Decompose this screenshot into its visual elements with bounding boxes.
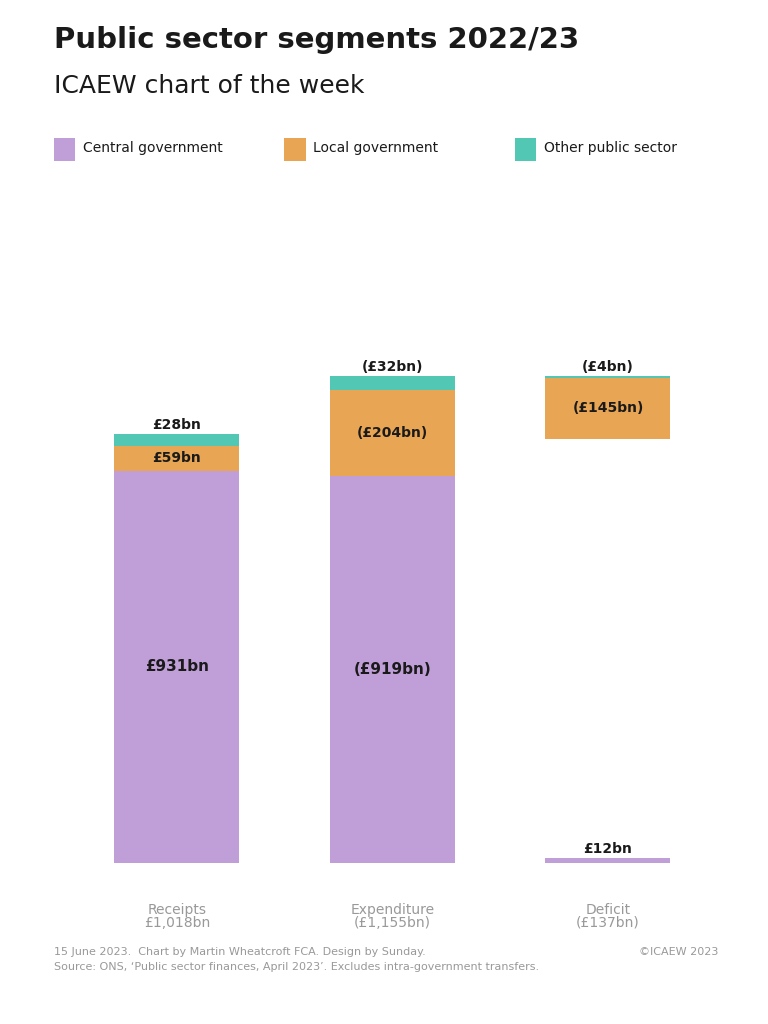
Text: Deficit: Deficit bbox=[585, 903, 631, 918]
Bar bbox=[545, 376, 670, 378]
Bar bbox=[545, 858, 670, 863]
Text: (£145bn): (£145bn) bbox=[572, 401, 644, 416]
Text: (£4bn): (£4bn) bbox=[582, 359, 634, 374]
Text: £28bn: £28bn bbox=[153, 418, 201, 432]
Text: Receipts: Receipts bbox=[147, 903, 207, 918]
Text: Local government: Local government bbox=[313, 141, 439, 156]
Text: Central government: Central government bbox=[83, 141, 223, 156]
Text: ©ICAEW 2023: ©ICAEW 2023 bbox=[639, 947, 718, 957]
Text: Public sector segments 2022/23: Public sector segments 2022/23 bbox=[54, 26, 579, 53]
Text: ICAEW chart of the week: ICAEW chart of the week bbox=[54, 74, 364, 97]
Text: (£137bn): (£137bn) bbox=[576, 915, 640, 930]
Bar bbox=[330, 476, 455, 863]
Text: Other public sector: Other public sector bbox=[544, 141, 677, 156]
Bar bbox=[114, 471, 240, 863]
Bar bbox=[114, 445, 240, 471]
Text: (£32bn): (£32bn) bbox=[362, 359, 423, 374]
Text: (£919bn): (£919bn) bbox=[353, 662, 432, 677]
Text: Expenditure: Expenditure bbox=[350, 903, 435, 918]
Bar bbox=[330, 376, 455, 390]
Bar bbox=[545, 378, 670, 439]
Text: £1,018bn: £1,018bn bbox=[144, 915, 210, 930]
Text: £12bn: £12bn bbox=[584, 842, 632, 856]
Bar bbox=[114, 434, 240, 445]
Text: (£1,155bn): (£1,155bn) bbox=[354, 915, 431, 930]
Text: £931bn: £931bn bbox=[145, 659, 209, 675]
Text: 15 June 2023.  Chart by Martin Wheatcroft FCA. Design by Sunday.
Source: ONS, ‘P: 15 June 2023. Chart by Martin Wheatcroft… bbox=[54, 947, 539, 972]
Bar bbox=[330, 390, 455, 476]
Text: £59bn: £59bn bbox=[153, 452, 201, 465]
Text: (£204bn): (£204bn) bbox=[357, 426, 428, 439]
